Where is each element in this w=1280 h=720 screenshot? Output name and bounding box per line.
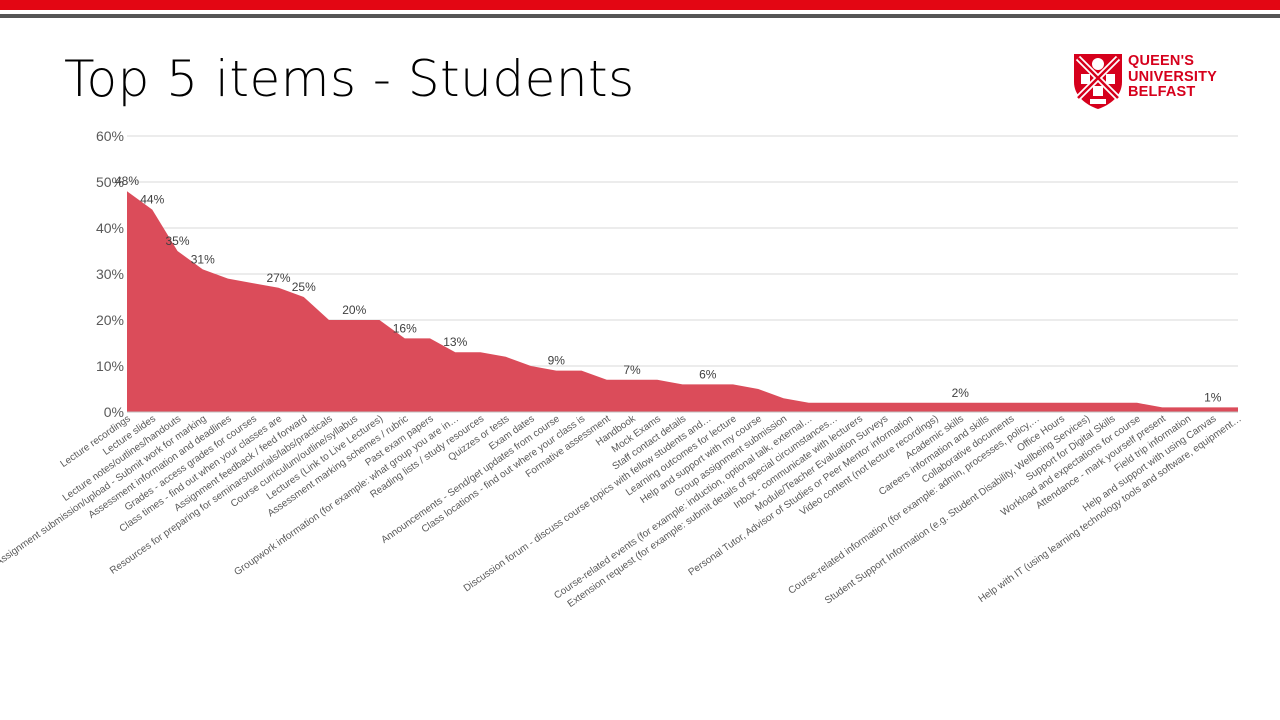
y-tick-label: 20% <box>96 312 124 328</box>
y-tick-label: 0% <box>104 404 124 420</box>
logo-line-2: UNIVERSITY <box>1128 68 1218 85</box>
data-label: 48% <box>115 174 139 188</box>
y-tick-label: 40% <box>96 220 124 236</box>
data-label: 2% <box>952 386 970 400</box>
top-accent-stripe <box>0 0 1280 10</box>
logo-line-1: QUEEN'S <box>1128 53 1195 69</box>
logo-line-3: BELFAST <box>1128 84 1196 100</box>
slide-title: Top 5 items - Students <box>64 50 635 108</box>
y-tick-label: 10% <box>96 358 124 374</box>
data-label: 16% <box>393 321 417 335</box>
top-grey-stripe <box>0 14 1280 18</box>
data-label: 31% <box>191 252 215 266</box>
data-label: 27% <box>266 271 290 285</box>
university-crest-icon <box>1074 54 1122 109</box>
data-label: 25% <box>292 280 316 294</box>
data-label: 7% <box>623 363 641 377</box>
stripe-gap <box>0 10 1280 14</box>
data-label: 20% <box>342 303 366 317</box>
university-logo: QUEEN'S UNIVERSITY BELFAST <box>1070 50 1240 112</box>
y-tick-label: 60% <box>96 128 124 144</box>
data-label: 13% <box>443 335 467 349</box>
area-series <box>127 191 1238 412</box>
y-tick-label: 30% <box>96 266 124 282</box>
y-tick-label: 50% <box>96 174 124 190</box>
data-label: 44% <box>140 193 164 207</box>
data-label: 6% <box>699 367 717 381</box>
logo-wordmark: QUEEN'S UNIVERSITY BELFAST <box>1128 53 1218 101</box>
data-label: 1% <box>1204 390 1222 404</box>
data-label: 35% <box>165 234 189 248</box>
data-label: 9% <box>548 354 566 368</box>
